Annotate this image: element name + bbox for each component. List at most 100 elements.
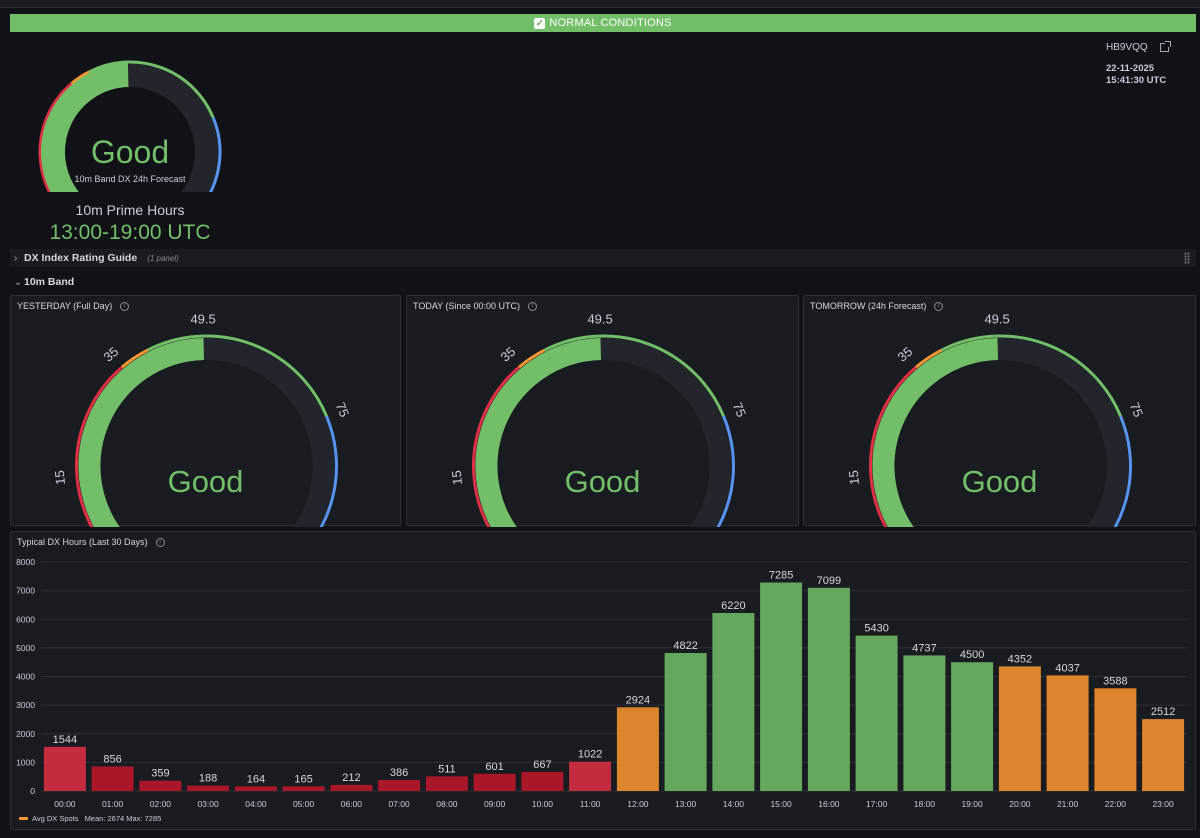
y-tick-label: 7000 [16, 586, 35, 596]
bar-data-label: 6220 [721, 600, 745, 612]
y-tick-label: 8000 [16, 557, 35, 567]
bar-data-label: 1544 [53, 734, 77, 746]
gauge-panel-yesterday: YESTERDAY (Full Day) i 015357510049.5 Go… [10, 295, 401, 527]
bar-data-label: 188 [199, 773, 217, 785]
legend-swatch [19, 817, 28, 820]
bar-data-label: 667 [533, 759, 551, 771]
bar-data-label: 7285 [769, 570, 793, 582]
panel-title: TODAY (Since 00:00 UTC) i [413, 301, 538, 311]
bar-data-label: 386 [390, 767, 408, 779]
bar-data-label: 4500 [960, 649, 984, 661]
panel-title-text: Typical DX Hours (Last 30 Days) [17, 537, 148, 547]
y-tick-label: 1000 [16, 757, 35, 767]
bar [616, 707, 659, 791]
drag-handle-icon[interactable] [1184, 252, 1190, 264]
gauge-value-label: 49.5 [190, 311, 215, 326]
gauge-tick-label: 35 [895, 344, 916, 365]
status-banner: ✓ NORMAL CONDITIONS [10, 14, 1196, 32]
gauge-tick-label: 75 [333, 400, 352, 419]
time-text: 15:41:30 UTC [1106, 75, 1167, 86]
row-10m-band[interactable]: ⌄ 10m Band [10, 273, 1196, 291]
x-tick-label: 02:00 [150, 799, 172, 809]
bar [234, 786, 277, 791]
bar-data-label: 4352 [1008, 653, 1032, 665]
x-tick-label: 10:00 [532, 799, 554, 809]
row-dx-index-guide[interactable]: › DX Index Rating Guide (1 panel) [10, 249, 1196, 267]
bar [378, 780, 421, 791]
info-icon[interactable]: i [934, 301, 944, 311]
bar [569, 761, 612, 791]
bar [425, 776, 468, 791]
gauge-threshold-band [319, 415, 338, 527]
x-tick-label: 04:00 [245, 799, 267, 809]
chevron-right-icon[interactable]: › [14, 252, 18, 264]
x-tick-label: 18:00 [914, 799, 936, 809]
panel-title-text: YESTERDAY (Full Day) [17, 301, 113, 311]
bar [187, 785, 230, 791]
bar [1046, 675, 1089, 791]
bar-data-label: 5430 [864, 623, 888, 635]
gauge-value-label: 49.5 [984, 311, 1009, 326]
bar [760, 582, 803, 791]
gauge-tomorrow: 015357510049.5 [846, 311, 1146, 527]
legend-series-name[interactable]: Avg DX Spots [32, 814, 79, 823]
bar-data-label: 1022 [578, 749, 602, 761]
gauge-status: Good [961, 464, 1038, 499]
bar [903, 655, 946, 791]
x-tick-label: 05:00 [293, 799, 315, 809]
gauge-tick-label: 35 [101, 344, 122, 365]
row-title[interactable]: DX Index Rating Guide [24, 252, 138, 264]
gauge-threshold-band [146, 334, 328, 417]
gauge-threshold-band [472, 366, 521, 477]
gauge-threshold-band [716, 415, 735, 527]
legend-stats: Mean: 2674 Max: 7285 [84, 814, 162, 823]
info-icon[interactable]: i [120, 301, 130, 311]
gauge-threshold-band [869, 366, 918, 477]
x-tick-label: 11:00 [580, 799, 601, 809]
bar-data-label: 4037 [1055, 662, 1079, 674]
gauge-tick-label: 35 [498, 344, 519, 365]
x-tick-label: 09:00 [484, 799, 506, 809]
top-nav-bar [0, 0, 1200, 8]
info-icon[interactable]: i [155, 537, 165, 547]
x-tick-label: 22:00 [1105, 799, 1127, 809]
gauge-threshold-band [940, 334, 1122, 417]
callsign-text[interactable]: HB9VQQ [1106, 42, 1148, 53]
gauge-threshold-band [208, 116, 222, 192]
bar [43, 746, 86, 791]
gauge-tick-label: 15 [52, 470, 68, 486]
chevron-down-icon[interactable]: ⌄ [14, 276, 23, 288]
gauge-threshold-band [70, 70, 90, 85]
gauge-value-arc [872, 338, 999, 527]
callsign-link[interactable]: HB9VQQ [1106, 41, 1171, 53]
bar-data-label: 511 [438, 763, 456, 775]
gauge-value-arc [78, 338, 205, 527]
bar [807, 587, 850, 791]
bar [1142, 719, 1185, 791]
external-link-icon[interactable] [1159, 41, 1171, 52]
gauge-tick-label: 15 [449, 470, 465, 486]
gauge-threshold-band [121, 348, 149, 369]
y-tick-label: 5000 [16, 643, 35, 653]
dx-hours-chart-panel: Typical DX Hours (Last 30 Days) i 0 1000 2… [10, 531, 1196, 830]
gauge-threshold-band [75, 476, 94, 527]
bar [330, 784, 373, 791]
y-tick-label: 4000 [16, 672, 35, 682]
date-text: 22-11-2025 [1106, 63, 1155, 74]
gauge-today: 015357510049.5 [449, 311, 749, 527]
forecast-gauge [38, 60, 222, 192]
bar [998, 666, 1041, 791]
y-tick-label: 3000 [16, 700, 35, 710]
prime-hours-label: 10m Prime Hours [75, 202, 185, 218]
panel-title-text: TODAY (Since 00:00 UTC) [413, 301, 521, 311]
info-icon[interactable]: i [528, 301, 538, 311]
gauge-tick-label: 75 [1127, 400, 1146, 419]
bar-data-label: 165 [294, 773, 312, 785]
row-panel-count: (1 panel) [147, 253, 179, 263]
gauge-threshold-band [1113, 415, 1132, 527]
chart-legend[interactable]: Avg DX Spots Mean: 2674 Max: 7285 [19, 814, 161, 823]
gauge-tick-label: 75 [730, 400, 749, 419]
bar-data-label: 164 [247, 773, 265, 785]
row-title[interactable]: 10m Band [24, 276, 75, 288]
forecast-caption: 10m Band DX 24h Forecast [74, 174, 186, 184]
